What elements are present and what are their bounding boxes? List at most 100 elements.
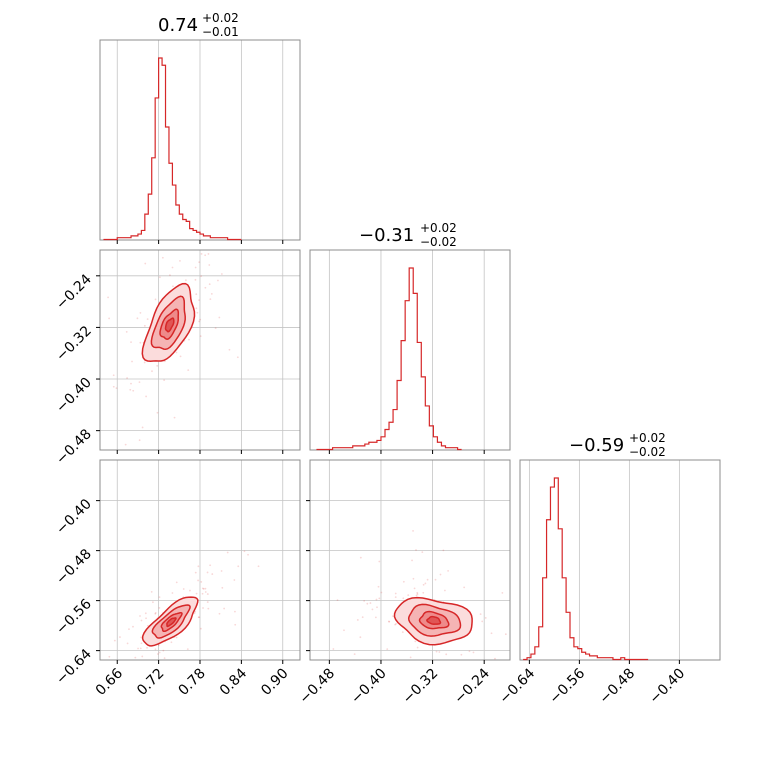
sample-point [175,351,178,354]
sample-point [171,266,174,269]
sample-point [136,317,139,320]
sample-point [140,619,143,622]
sample-point [332,648,335,650]
sample-point [194,278,197,281]
hist-panel-param-3: −0.64 −0.56 −0.48 −0.40 [497,459,721,708]
sample-point [108,317,111,320]
sample-point [200,581,203,583]
xtick-label-p2-0: −0.64 [497,665,539,707]
sample-point [228,348,231,351]
sample-point [194,266,197,269]
sample-point [201,592,204,595]
sample-point [336,599,339,601]
sample-point [484,617,487,619]
sample-point [145,617,147,620]
sample-point [112,374,115,377]
sample-point [416,593,419,596]
sample-point [445,653,448,656]
title-param-2-minus: −0.02 [420,235,457,249]
sample-point [479,613,482,616]
sample-point [424,582,427,585]
sample-point [143,324,146,327]
sample-point [413,587,416,590]
sample-point [369,602,372,604]
title-param-2-plus: +0.02 [420,221,457,235]
sample-point [196,311,199,314]
sample-point [394,623,397,626]
sample-point [209,298,212,301]
sample-point [210,292,213,295]
sample-point [199,318,202,321]
sample-point [504,633,507,636]
sample-point [154,612,157,614]
sample-point [138,439,141,442]
title-param-3-plus: +0.02 [629,431,666,445]
xtick-label-p0-0: 0.66 [93,665,126,698]
sample-point [115,387,118,390]
sample-point [175,636,178,639]
sample-point [214,327,217,330]
sample-point [197,579,199,582]
sample-point [141,655,144,658]
sample-point [108,655,111,658]
sample-point [388,620,390,623]
sample-point [415,594,418,597]
sample-point [343,629,345,632]
sample-point [421,551,424,554]
sample-point [179,259,181,262]
sample-point [139,341,142,344]
xtick-label-p1-3: −0.24 [451,665,493,707]
sample-point [157,644,160,647]
ytick-label-p2-3: −0.40 [53,496,95,538]
sample-point [186,648,189,650]
contour-panel-param-1-vs-2: −0.48 −0.40 −0.32 −0.24 [53,249,301,468]
sample-point [202,607,204,609]
sample-point [169,274,171,277]
sample-point [472,651,475,654]
sample-point [206,571,209,574]
sample-point [151,370,153,373]
xtick-label-p2-1: −0.56 [547,665,589,707]
sample-point [380,591,383,594]
sample-point [356,619,359,621]
sample-point [139,615,141,617]
sample-point [170,641,173,644]
sample-point [204,254,207,257]
sample-point [226,551,229,554]
sample-point [195,307,198,310]
sample-point [439,573,442,576]
sample-point [204,587,207,590]
sample-point [141,426,144,429]
xtick-label-p2-2: −0.48 [597,666,639,708]
sample-point [206,593,209,595]
xtick-label-p1-0: −0.48 [297,666,339,708]
sample-point [130,341,132,344]
xtick-label-p1-2: −0.32 [400,666,442,708]
sample-point [209,564,212,567]
sample-point [154,298,157,301]
sample-point [195,592,198,595]
sample-point [156,411,159,414]
sample-point [377,585,380,588]
sample-point [247,553,249,556]
sample-point [200,275,203,278]
xtick-label-p2-3: −0.40 [647,666,689,708]
sample-point [143,361,146,364]
sample-point [131,360,133,363]
sample-point [144,612,147,615]
sample-point [434,578,437,581]
sample-point [201,587,204,590]
contour-panel-param-2-vs-3: −0.48 −0.40 −0.32 −0.24 [297,459,511,708]
sample-point [154,648,157,651]
histogram-p1 [316,267,462,451]
sample-point [140,636,143,639]
sample-point [144,262,147,265]
histogram-p0 [103,57,242,241]
sample-point [236,356,239,359]
sample-point [146,646,148,649]
sample-point [132,389,135,392]
sample-point [112,385,115,388]
sample-point [128,628,130,631]
sample-point [137,647,139,650]
sample-point [119,636,121,638]
